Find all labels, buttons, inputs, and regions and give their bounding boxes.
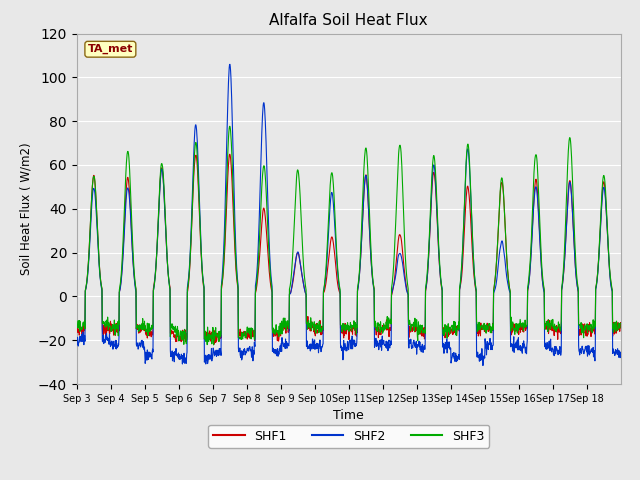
X-axis label: Time: Time (333, 409, 364, 422)
Text: TA_met: TA_met (88, 44, 133, 54)
Title: Alfalfa Soil Heat Flux: Alfalfa Soil Heat Flux (269, 13, 428, 28)
Legend: SHF1, SHF2, SHF3: SHF1, SHF2, SHF3 (209, 425, 489, 448)
Y-axis label: Soil Heat Flux ( W/m2): Soil Heat Flux ( W/m2) (19, 143, 33, 275)
